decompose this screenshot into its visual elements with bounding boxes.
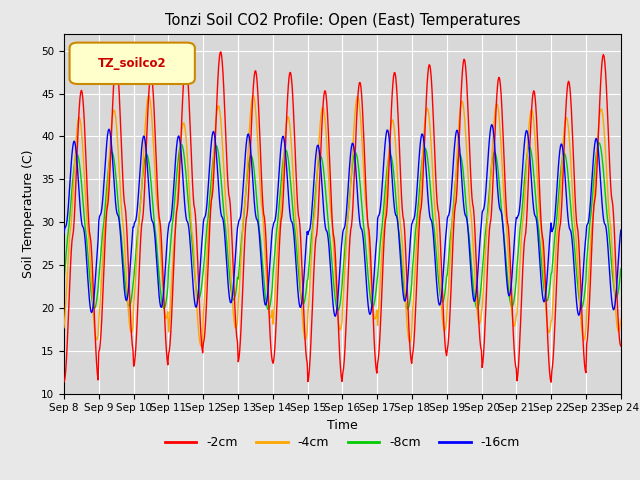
Y-axis label: Soil Temperature (C): Soil Temperature (C)	[22, 149, 35, 278]
X-axis label: Time: Time	[327, 419, 358, 432]
Legend: -2cm, -4cm, -8cm, -16cm: -2cm, -4cm, -8cm, -16cm	[160, 431, 525, 454]
FancyBboxPatch shape	[70, 43, 195, 84]
Title: Tonzi Soil CO2 Profile: Open (East) Temperatures: Tonzi Soil CO2 Profile: Open (East) Temp…	[164, 13, 520, 28]
Text: TZ_soilco2: TZ_soilco2	[98, 57, 166, 70]
